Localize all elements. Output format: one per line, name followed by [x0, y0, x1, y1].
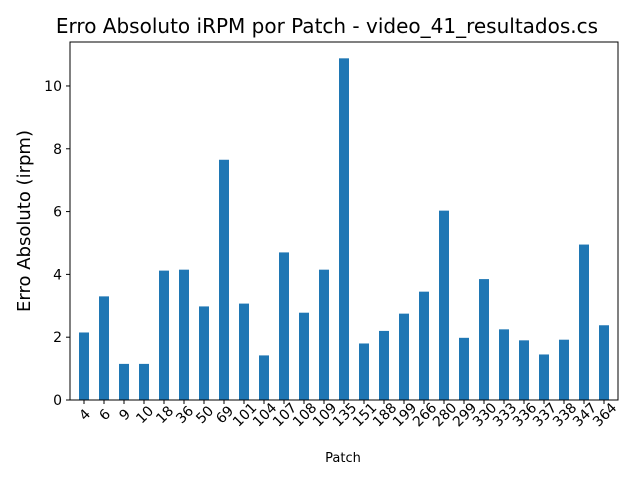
y-tick-label-10: 10 — [44, 79, 62, 95]
x-tick-label-4: 4 — [76, 406, 94, 424]
chart-title: Erro Absoluto iRPM por Patch - video_41_… — [56, 14, 598, 38]
bar-338 — [559, 339, 569, 400]
bar-101 — [239, 303, 249, 400]
y-tick-label-4: 4 — [53, 267, 62, 283]
y-tick-label-0: 0 — [53, 393, 62, 409]
bar-4 — [79, 332, 89, 400]
bar-104 — [259, 355, 269, 400]
x-tick-label-9: 9 — [116, 406, 134, 424]
bar-36 — [179, 269, 189, 400]
bar-199 — [399, 313, 409, 400]
bar-108 — [299, 312, 309, 400]
bar-107 — [279, 252, 289, 400]
bar-9 — [119, 363, 129, 400]
bar-50 — [199, 306, 209, 400]
bar-151 — [359, 343, 369, 400]
bar-266 — [419, 291, 429, 400]
bar-333 — [499, 329, 509, 400]
bar-109 — [319, 269, 329, 400]
y-tick-label-6: 6 — [53, 205, 62, 221]
bar-135 — [339, 58, 349, 400]
plot-frame — [69, 41, 619, 401]
y-axis-label: Erro Absoluto (irpm) — [14, 130, 35, 312]
bar-188 — [379, 330, 389, 400]
bar-69 — [219, 159, 229, 400]
y-tick-label-8: 8 — [53, 142, 62, 158]
x-axis-label: Patch — [325, 451, 361, 466]
bar-299 — [459, 337, 469, 400]
bar-10 — [139, 363, 149, 400]
bar-18 — [159, 270, 169, 400]
bar-337 — [539, 354, 549, 400]
bar-364 — [599, 325, 609, 400]
x-tick-label-6: 6 — [96, 406, 114, 424]
plot-area: 4 6 9 1018365069101104107108109135151188199… — [44, 41, 620, 430]
bar-280 — [439, 210, 449, 400]
bar-6 — [99, 296, 109, 400]
bar-336 — [519, 340, 529, 400]
y-tick-label-2: 2 — [53, 330, 62, 346]
bar-347 — [579, 244, 589, 400]
bar-330 — [479, 279, 489, 400]
x-tick-label-364: 364 — [590, 400, 620, 430]
